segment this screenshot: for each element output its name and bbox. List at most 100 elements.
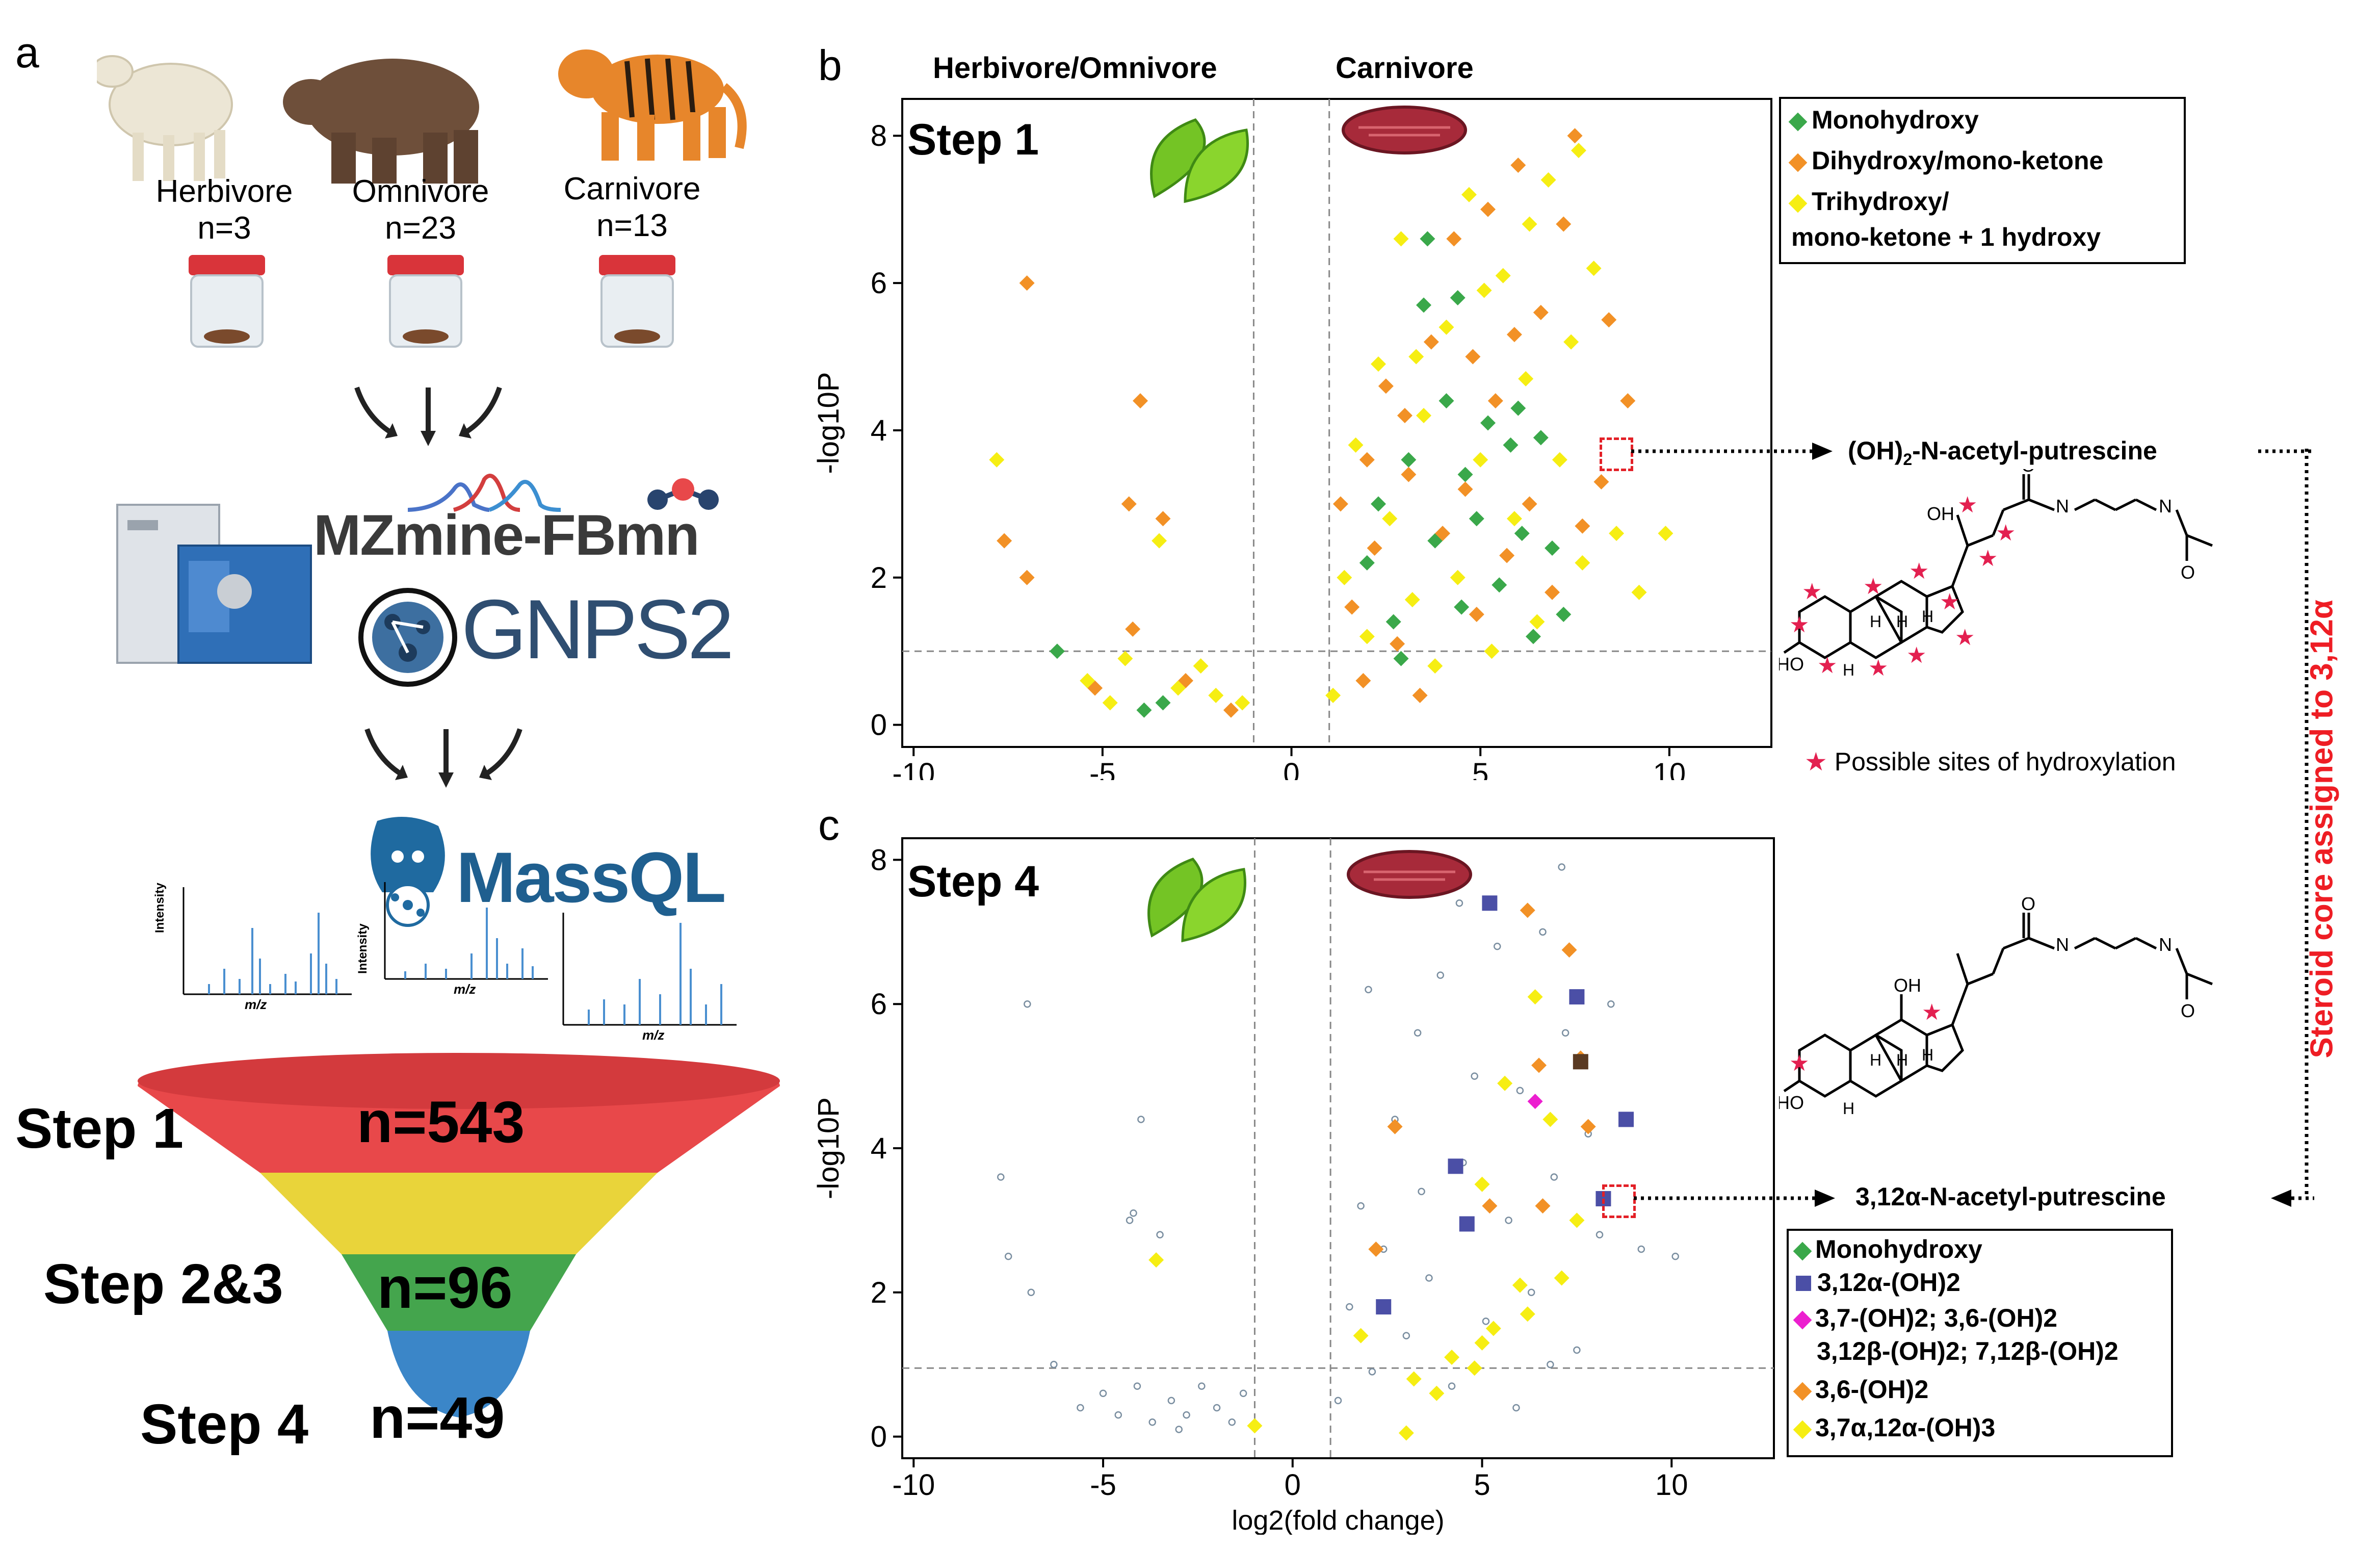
data-point xyxy=(1596,1231,1604,1238)
legend-item-trihydroxy: Trihydroxy/ xyxy=(1788,186,1949,217)
bear-icon xyxy=(283,59,479,184)
data-point xyxy=(1450,290,1466,305)
data-point xyxy=(1671,1252,1679,1260)
data-point xyxy=(1416,297,1431,313)
legend-step1: Monohydroxy Dihydroxy/mono-ketone Trihyd… xyxy=(1779,97,2186,264)
sample-jar-icon xyxy=(387,255,464,348)
data-point xyxy=(1457,467,1473,482)
data-point xyxy=(1344,599,1360,615)
data-point xyxy=(1505,1217,1512,1224)
plot-frame xyxy=(901,837,1775,1459)
data-point xyxy=(1480,201,1496,217)
data-point xyxy=(1155,511,1171,527)
data-point xyxy=(1522,496,1537,512)
funnel-step-4-count: n=49 xyxy=(370,1385,505,1451)
diamond-marker-icon xyxy=(1788,194,1808,213)
nitrogen-label: N xyxy=(2159,496,2172,516)
data-point xyxy=(1099,1389,1107,1397)
data-point xyxy=(1492,577,1507,593)
data-point xyxy=(1355,673,1371,689)
data-point xyxy=(1170,680,1186,696)
svg-text:★: ★ xyxy=(1957,493,1977,518)
data-point xyxy=(1208,687,1224,703)
data-point xyxy=(1148,1418,1156,1426)
data-point xyxy=(1510,400,1526,416)
data-point xyxy=(1401,452,1417,468)
data-point xyxy=(1024,1000,1031,1008)
data-point xyxy=(1334,1397,1342,1405)
data-point xyxy=(1569,989,1585,1005)
sample-jar-icon xyxy=(189,255,265,348)
mzmine-fbmn-logo: MZmine-FBmn xyxy=(313,503,700,567)
data-point xyxy=(1348,437,1364,453)
data-point xyxy=(1183,1411,1190,1419)
data-point xyxy=(1418,1187,1425,1196)
svg-text:★: ★ xyxy=(1978,546,1998,571)
data-point xyxy=(1448,1158,1463,1174)
panel-c-letter: c xyxy=(818,801,840,849)
data-point xyxy=(1376,1299,1392,1315)
svg-text:★: ★ xyxy=(1789,612,1809,637)
svg-text:★: ★ xyxy=(1955,625,1975,650)
data-point xyxy=(1607,1000,1615,1008)
oxygen-label: O xyxy=(2181,562,2195,583)
data-point xyxy=(1554,1270,1570,1286)
hydroxyl-label: HO xyxy=(1779,654,1804,675)
data-point xyxy=(1423,334,1439,350)
data-point xyxy=(1510,157,1526,173)
data-point xyxy=(1167,1397,1175,1405)
herbivore-omnivore-header: Herbivore/Omnivore xyxy=(933,51,1217,85)
data-point xyxy=(1448,1382,1456,1390)
steroid-structure-3-12a: OH HO N N O O H H H H ★★ xyxy=(1779,897,2213,1118)
data-point xyxy=(1601,312,1617,328)
data-point xyxy=(1482,1317,1490,1325)
annotation-arrow-b xyxy=(1631,443,2314,460)
data-point xyxy=(1454,599,1470,615)
data-point xyxy=(1137,1116,1145,1123)
legend-item-dihydroxy: Dihydroxy/mono-ketone xyxy=(1788,145,2103,176)
data-point xyxy=(1487,393,1503,409)
hydrogen-label: H xyxy=(1922,607,1933,626)
data-point xyxy=(1539,928,1547,936)
sample-jar-icon xyxy=(599,255,675,348)
leaf-icon xyxy=(1147,858,1246,943)
data-point xyxy=(1420,231,1435,247)
data-point xyxy=(1427,658,1443,674)
data-point xyxy=(1520,1306,1535,1322)
y-tick-label: 0 xyxy=(871,709,887,742)
mass-spectrometer-icon xyxy=(116,504,312,664)
data-point xyxy=(1117,651,1133,666)
y-tick-label: 6 xyxy=(871,267,887,300)
data-point xyxy=(1357,1202,1365,1210)
data-point xyxy=(1401,467,1417,482)
x-tick-label: 5 xyxy=(1474,1468,1490,1502)
data-point xyxy=(1575,555,1590,571)
molecular-network-icon xyxy=(647,478,719,510)
hydroxyl-label: OH xyxy=(1894,975,1921,996)
data-point xyxy=(1371,356,1387,372)
data-point xyxy=(1527,989,1543,1005)
data-point xyxy=(1522,216,1537,232)
meat-icon xyxy=(1347,850,1472,899)
data-point xyxy=(1593,474,1609,490)
data-point xyxy=(1359,629,1375,644)
sheep-icon xyxy=(97,55,233,181)
hydrogen-label: H xyxy=(1870,1051,1881,1069)
data-point xyxy=(1368,1241,1384,1257)
data-point xyxy=(1575,518,1590,534)
funnel-step-2-3-count: n=96 xyxy=(377,1255,513,1321)
data-point xyxy=(1102,695,1118,711)
data-point xyxy=(1235,695,1250,711)
data-point xyxy=(1359,452,1375,468)
steroid-structure-hydroxylation-sites: OH HO N N O O H H H H ★★★ ★★★ ★★★ ★★★ xyxy=(1779,469,2213,681)
data-point xyxy=(1414,1029,1422,1037)
data-point xyxy=(997,533,1012,549)
data-point xyxy=(1469,607,1484,623)
y-tick-label: 8 xyxy=(871,843,887,876)
svg-text:★: ★ xyxy=(1922,1000,1942,1025)
data-point xyxy=(1390,636,1405,652)
spectrum-thumbnail-right xyxy=(562,913,737,1026)
annotation-oh2-n-acetyl-putrescine: (OH)2-N-acetyl-putrescine xyxy=(1848,436,2157,469)
data-point xyxy=(1193,658,1209,674)
data-point xyxy=(1482,1198,1498,1214)
